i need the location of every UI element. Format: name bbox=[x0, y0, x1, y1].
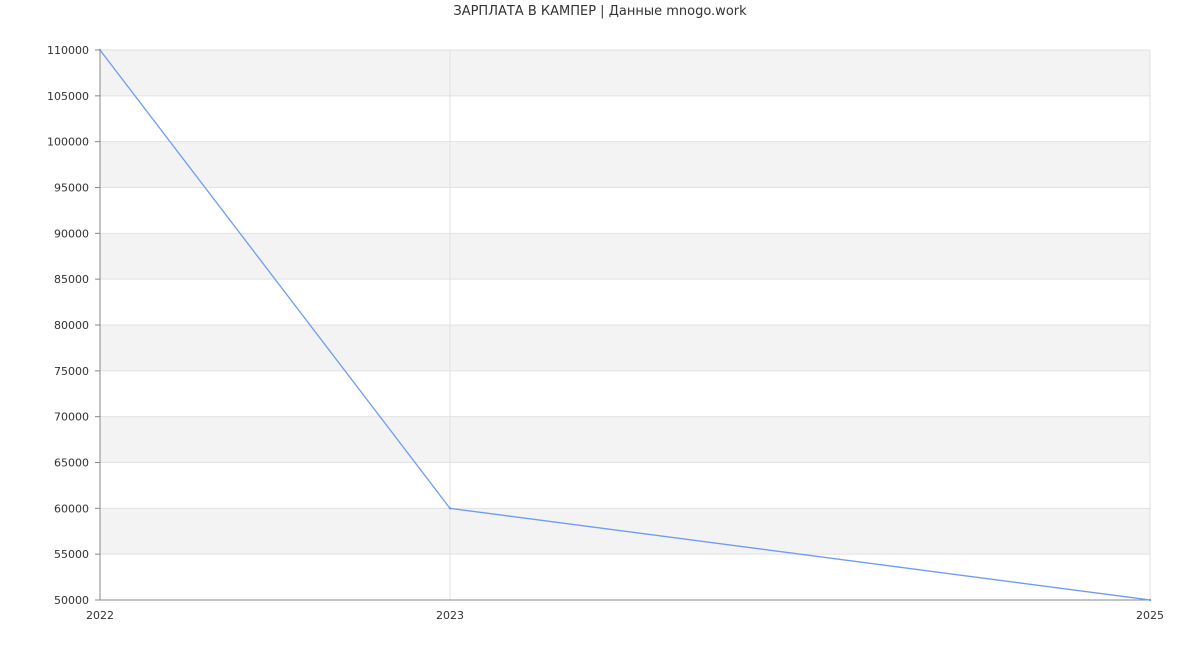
grid-band bbox=[100, 554, 1150, 600]
grid-band bbox=[100, 233, 1150, 280]
y-tick-label: 65000 bbox=[54, 457, 89, 470]
x-tick-label: 2022 bbox=[86, 609, 114, 622]
y-tick-label: 105000 bbox=[47, 90, 89, 103]
grid-band bbox=[100, 187, 1150, 234]
x-tick-labels: 2022 2023 2025 bbox=[86, 609, 1164, 622]
chart-title: ЗАРПЛАТА В КАМПЕР | Данные mnogo.work bbox=[453, 4, 747, 19]
axes bbox=[95, 49, 1150, 601]
grid-band bbox=[100, 50, 1150, 96]
y-tick-label: 75000 bbox=[54, 365, 89, 378]
y-tick-label: 60000 bbox=[54, 502, 89, 515]
data-point bbox=[98, 48, 102, 52]
y-tick-labels: 50000 55000 60000 65000 70000 75000 80000 85000… bbox=[47, 44, 89, 607]
y-tick-label: 85000 bbox=[54, 273, 89, 286]
grid-band bbox=[100, 370, 1150, 417]
grid-band bbox=[100, 141, 1150, 188]
y-tick-label: 55000 bbox=[54, 548, 89, 561]
grid-band bbox=[100, 325, 1150, 371]
x-tick-label: 2023 bbox=[436, 609, 464, 622]
data-point bbox=[1148, 598, 1152, 602]
grid-band bbox=[100, 416, 1150, 463]
y-tick-label: 70000 bbox=[54, 411, 89, 424]
y-tick-label: 95000 bbox=[54, 182, 89, 195]
grid-band bbox=[100, 95, 1150, 142]
series-layer bbox=[98, 48, 1152, 602]
grid-bands bbox=[100, 50, 1150, 600]
y-tick-label: 110000 bbox=[47, 44, 89, 57]
data-point bbox=[448, 507, 452, 510]
x-tick-label: 2025 bbox=[1136, 609, 1164, 622]
y-tick-label: 90000 bbox=[54, 227, 89, 240]
y-tick-label: 100000 bbox=[47, 136, 89, 149]
grid-band bbox=[100, 279, 1150, 325]
y-tick-label: 80000 bbox=[54, 319, 89, 332]
y-tick-label: 50000 bbox=[54, 594, 89, 607]
grid-band bbox=[100, 462, 1150, 509]
